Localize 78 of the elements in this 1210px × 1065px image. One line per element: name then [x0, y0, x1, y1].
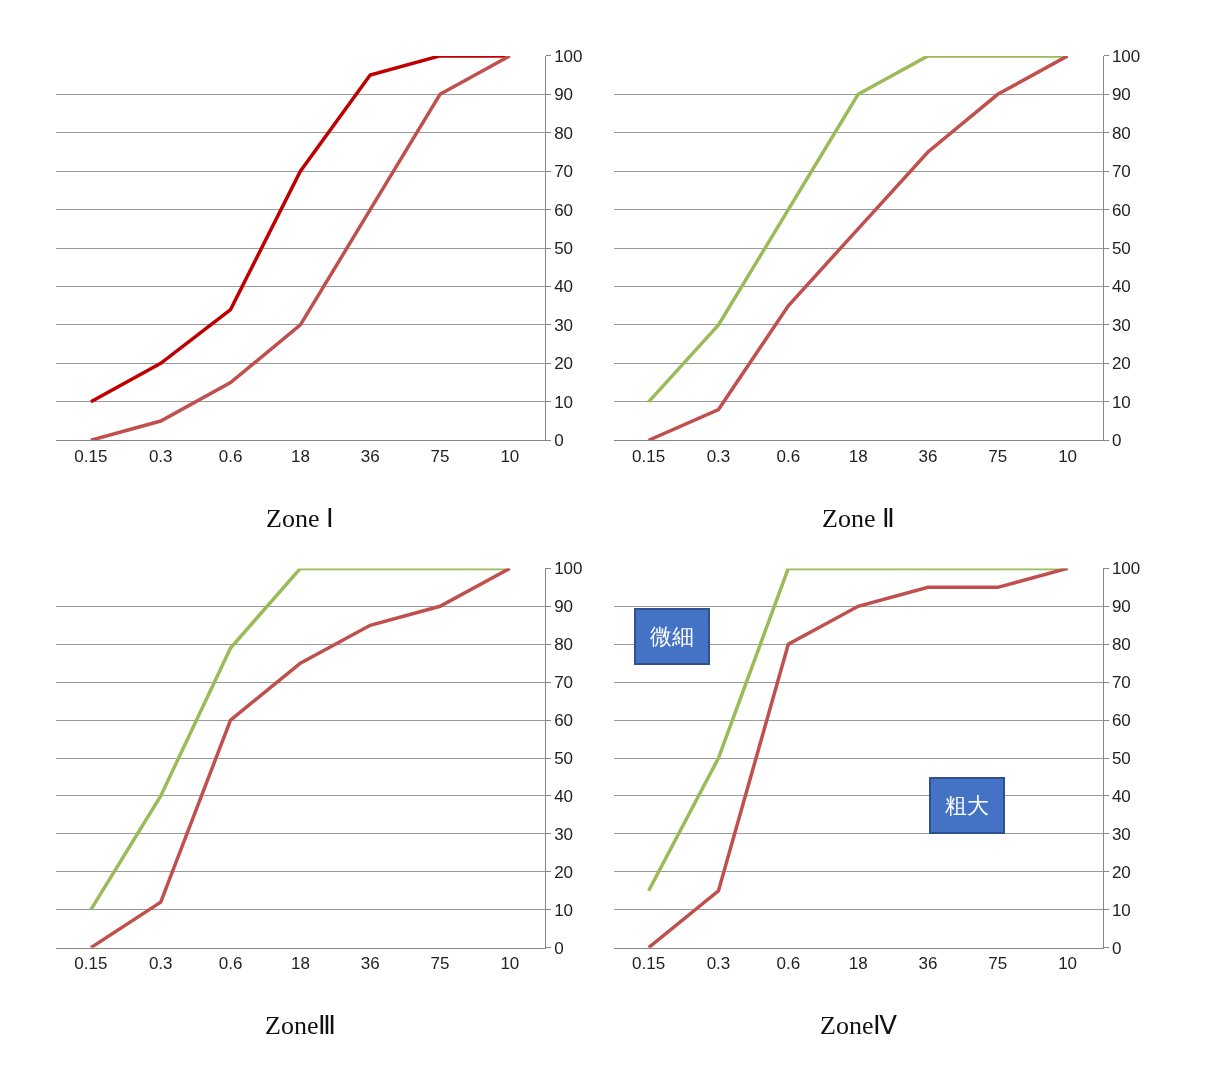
y-tick-label: 50 — [554, 239, 574, 259]
y-tick-label: 40 — [554, 277, 574, 297]
y-tick-label: 30 — [554, 824, 574, 844]
text: ZoneⅢ — [265, 1011, 337, 1040]
annotation: 微細 — [650, 624, 694, 649]
x-tick-label: 0.3 — [148, 446, 173, 466]
y-tick-label: 70 — [1111, 162, 1131, 182]
x-tick-label: 0.6 — [776, 954, 801, 974]
x-tick-label: 0.15 — [632, 446, 666, 466]
y-tick-label: 40 — [1111, 277, 1131, 297]
x-tick-label: 36 — [918, 446, 938, 466]
x-tick-label: 75 — [988, 446, 1008, 466]
y-tick-label: 50 — [1111, 239, 1131, 259]
y-tick-label: 10 — [554, 392, 574, 412]
text: Zone Ⅰ — [266, 504, 334, 533]
y-tick-label: 70 — [1111, 673, 1131, 693]
y-tick-label: 70 — [554, 162, 574, 182]
y-tick-label: 40 — [1111, 786, 1131, 806]
y-tick-label: 90 — [554, 597, 574, 617]
x-tick-label: 18 — [848, 954, 868, 974]
y-tick-label: 100 — [554, 46, 583, 66]
y-tick-label: 10 — [1111, 900, 1131, 920]
y-tick-label: 50 — [554, 748, 574, 768]
x-tick-label: 0.3 — [706, 954, 731, 974]
y-tick-label: 0 — [1111, 938, 1122, 958]
x-tick-label: 0.15 — [74, 446, 108, 466]
x-tick-label: 18 — [290, 446, 310, 466]
y-tick-label: 90 — [1111, 597, 1131, 617]
x-tick-label: 0.3 — [706, 446, 731, 466]
text: ZoneⅣ — [820, 1011, 898, 1040]
x-tick-label: 36 — [360, 446, 380, 466]
y-tick-label: 80 — [1111, 123, 1131, 143]
x-tick-label: 75 — [430, 954, 450, 974]
x-tick-label: 10 — [1058, 954, 1078, 974]
y-tick-label: 60 — [554, 711, 574, 731]
y-tick-label: 30 — [1111, 824, 1131, 844]
y-tick-label: 10 — [1111, 392, 1131, 412]
y-tick-label: 30 — [1111, 315, 1131, 335]
x-tick-label: 18 — [290, 954, 310, 974]
y-tick-label: 30 — [554, 315, 574, 335]
y-tick-label: 80 — [554, 635, 574, 655]
y-tick-label: 40 — [554, 786, 574, 806]
text: Zone Ⅱ — [822, 504, 895, 533]
y-tick-label: 80 — [1111, 635, 1131, 655]
y-tick-label: 90 — [554, 85, 574, 105]
y-tick-label: 10 — [554, 900, 574, 920]
x-tick-label: 36 — [360, 954, 380, 974]
y-tick-label: 0 — [1111, 431, 1122, 451]
y-tick-label: 50 — [1111, 748, 1131, 768]
y-tick-label: 80 — [554, 123, 574, 143]
x-tick-label: 75 — [988, 954, 1008, 974]
y-tick-label: 60 — [1111, 711, 1131, 731]
x-tick-label: 18 — [848, 446, 868, 466]
x-tick-label: 0.3 — [148, 954, 173, 974]
x-tick-label: 0.15 — [74, 954, 108, 974]
y-tick-label: 20 — [554, 862, 574, 882]
y-tick-label: 20 — [1111, 862, 1131, 882]
y-tick-label: 90 — [1111, 85, 1131, 105]
y-tick-label: 0 — [554, 938, 564, 958]
x-tick-label: 0.15 — [632, 954, 666, 974]
y-tick-label: 20 — [1111, 354, 1131, 374]
y-tick-label: 60 — [554, 200, 574, 220]
x-tick-label: 10 — [500, 954, 520, 974]
y-tick-label: 100 — [1111, 46, 1141, 66]
x-tick-label: 10 — [1058, 446, 1078, 466]
y-tick-label: 60 — [1111, 200, 1131, 220]
y-tick-label: 100 — [1111, 559, 1141, 579]
y-tick-label: 0 — [554, 431, 564, 451]
x-tick-label: 0.6 — [218, 954, 243, 974]
x-tick-label: 36 — [918, 954, 938, 974]
y-tick-label: 100 — [554, 559, 583, 579]
y-tick-label: 70 — [554, 673, 574, 693]
y-tick-label: 20 — [554, 354, 574, 374]
x-tick-label: 10 — [500, 446, 520, 466]
annotation: 粗大 — [945, 793, 989, 818]
x-tick-label: 75 — [430, 446, 450, 466]
x-tick-label: 0.6 — [776, 446, 801, 466]
x-tick-label: 0.6 — [218, 446, 243, 466]
